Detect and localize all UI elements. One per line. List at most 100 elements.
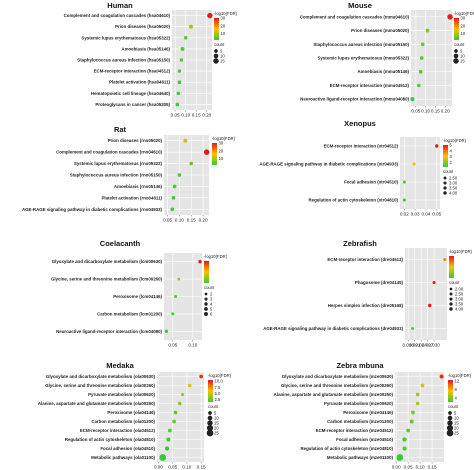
- panel-title: Xenopus: [344, 119, 376, 128]
- data-point: [188, 383, 192, 388]
- data-point: [432, 280, 436, 285]
- count-legend-label: 15: [214, 421, 219, 426]
- count-legend-label: 5: [220, 49, 223, 54]
- category-label: Hematopoietic cell lineage (hsa04640): [91, 91, 171, 96]
- fdr-legend-tick: 4: [450, 148, 453, 153]
- panel-xenopus: Xenopus ECM-receptor interaction (xtr0451…: [259, 119, 466, 217]
- category-label: Amoebiasis (hsa05146): [121, 46, 170, 51]
- fdr-colorbar: [449, 256, 454, 278]
- count-legend-label: 20: [214, 426, 219, 431]
- x-tick-label: 0.20: [199, 218, 208, 223]
- count-legend-title: count: [443, 169, 454, 174]
- count-legend-dot: [206, 424, 214, 432]
- x-tick-label: 0.10: [421, 109, 430, 114]
- data-point: [199, 374, 203, 379]
- category-label: Alanine, aspartate and glutamate metabol…: [38, 401, 156, 406]
- data-point: [166, 437, 171, 442]
- x-tick-label: 0.030: [428, 343, 440, 348]
- count-legend-label: 2.50: [455, 292, 464, 297]
- fdr-legend-title: -log10(FDR): [448, 373, 472, 378]
- fdr-legend-tick: 7.5: [215, 385, 221, 390]
- category-label: Regulation of actin cytoskeleton (xtr048…: [308, 198, 398, 203]
- category-label: Complement and coagulation cascades (hsa…: [64, 13, 171, 18]
- fdr-legend-title: -log10(FDR): [208, 373, 232, 378]
- count-legend-dot: [453, 58, 459, 64]
- count-legend-dot: [447, 420, 453, 426]
- category-label: ECM-receptor interaction (hsa04512): [94, 69, 171, 74]
- count-legend-title: count: [214, 42, 225, 47]
- count-legend-dot: [443, 176, 447, 180]
- data-point: [402, 198, 406, 202]
- x-tick-label: 0.05: [168, 343, 177, 348]
- count-legend-dot: [204, 312, 208, 316]
- count-legend-label: 5: [454, 411, 457, 416]
- data-point: [435, 144, 439, 148]
- data-point: [177, 80, 182, 85]
- x-tick-label: 0.027: [422, 343, 434, 348]
- category-label: Metabolic pathways (mze01100): [327, 455, 394, 460]
- category-label: Glycine, serine and threonine metabolism…: [51, 277, 163, 282]
- fdr-colorbar: [214, 18, 219, 40]
- x-tick-label: 0.10: [416, 465, 425, 470]
- category-label: Peroxisome (lcm04146): [113, 294, 162, 299]
- data-point: [411, 327, 414, 330]
- x-tick-label: 0.15: [431, 109, 440, 114]
- panel-human: Human Complement and coagulation cascades…: [64, 1, 238, 118]
- fdr-legend-tick: 12: [455, 379, 460, 384]
- data-point: [402, 180, 406, 184]
- x-tick-label: 0.05: [171, 113, 180, 118]
- panel-zebra-mbuna: Zebra mbuna Glyoxylate and dicarboxylate …: [274, 361, 472, 470]
- data-point: [419, 56, 424, 60]
- category-label: Glyoxylate and dicarboxylate metabolism …: [282, 374, 394, 379]
- category-label: Focal adhesion (xtr04510): [344, 180, 398, 185]
- category-label: Proteoglycans in cancer (hsa05205): [95, 102, 170, 107]
- category-label: Carbon metabolism (mze01200): [327, 419, 393, 424]
- category-label: Prion diseases (rno05020): [108, 138, 163, 143]
- data-point: [171, 196, 176, 200]
- panel-medaka: Medaka Glyoxylate and dicarboxylate metab…: [38, 361, 232, 470]
- data-point: [198, 260, 202, 264]
- data-point: [443, 257, 447, 262]
- x-tick-label: 0.15: [197, 465, 206, 470]
- fdr-colorbar: [448, 380, 453, 402]
- data-point: [418, 69, 423, 74]
- count-legend-label: 3.50: [449, 186, 458, 191]
- count-legend-dot: [443, 186, 447, 190]
- data-point: [172, 184, 177, 189]
- category-label: Peroxisome (ola04146): [107, 410, 155, 415]
- count-legend-label: 4.00: [449, 191, 458, 196]
- category-label: Pyruvate metabolism (ola00620): [88, 392, 155, 397]
- panel-zebrafish: Zebrafish ECM-receptor interaction (dre04…: [263, 239, 472, 348]
- category-label: Systemic lupus erythematosus (rno05322): [74, 161, 163, 166]
- category-label: Systemic lupus erythematosus (mmu05322): [317, 56, 409, 61]
- data-point: [178, 401, 182, 406]
- fdr-legend-tick: 30: [219, 141, 224, 146]
- x-tick-label: 0.20: [202, 113, 211, 118]
- data-point: [203, 149, 210, 155]
- count-legend-label: 15: [454, 421, 459, 426]
- category-label: Neuroactive ligand-receptor interaction …: [56, 329, 162, 334]
- count-legend-title: count: [204, 285, 215, 290]
- panel-mouse: Mouse Complement and coagulation cascades…: [300, 1, 474, 114]
- x-tick-label: 0.10: [181, 113, 190, 118]
- category-label: Focal adhesion (ola04510): [100, 446, 155, 451]
- x-tick-label: 0.024: [415, 343, 427, 348]
- x-tick-label: 0.05: [411, 109, 420, 114]
- data-point: [176, 91, 181, 96]
- data-point: [164, 446, 170, 451]
- category-label: AGE-RAGE signaling pathway in diabetic c…: [263, 326, 403, 331]
- x-tick-label: 0.04: [421, 212, 430, 217]
- count-legend-label: 15: [460, 59, 465, 64]
- count-legend-dot: [213, 58, 219, 64]
- fdr-legend-tick: 30: [461, 16, 466, 21]
- data-point: [207, 12, 213, 19]
- count-legend-label: 2.50: [449, 176, 458, 181]
- x-tick-label: 0.15: [187, 218, 196, 223]
- count-legend-label: 5: [460, 49, 463, 54]
- fdr-legend-tick: 5: [450, 143, 453, 148]
- fdr-legend-tick: 10: [461, 31, 466, 36]
- data-point: [167, 428, 172, 433]
- data-point: [164, 329, 169, 333]
- data-point: [180, 46, 185, 51]
